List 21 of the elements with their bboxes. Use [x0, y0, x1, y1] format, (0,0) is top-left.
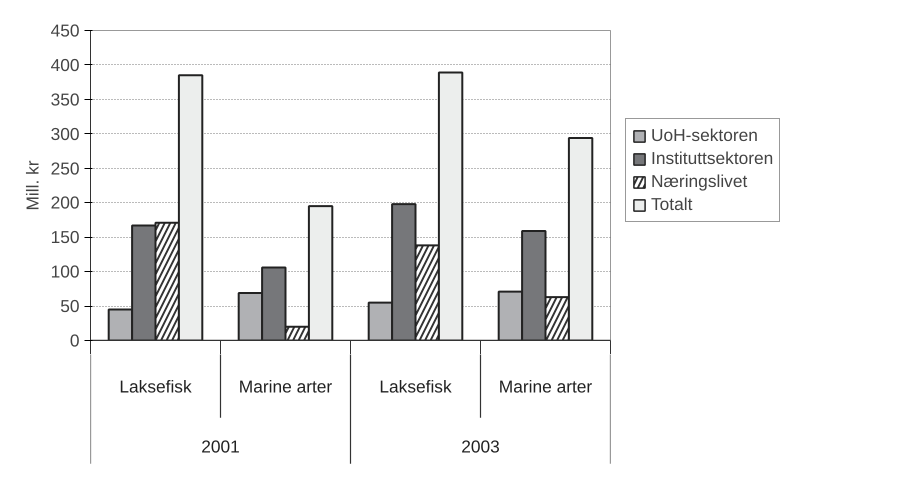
legend-label: Instituttsektoren: [651, 148, 774, 169]
y-tick-label: 50: [60, 296, 80, 316]
y-tick-label: 150: [50, 227, 80, 248]
y-tick-label: 200: [50, 192, 80, 213]
y-tick-label: 0: [70, 330, 80, 350]
x-tick-label: Marine arter: [238, 376, 332, 397]
y-axis-title: Mill. kr: [22, 160, 43, 211]
y-tick-label: 450: [50, 20, 80, 40]
legend-label: Næringslivet: [651, 171, 748, 192]
y-tick-label: 400: [50, 54, 80, 75]
legend-label: Totalt: [651, 194, 692, 215]
text: 2003: [461, 436, 500, 456]
y-tick-label: 350: [50, 89, 80, 110]
x-tick-label: Marine arter: [498, 376, 592, 397]
legend-label: UoH-sektoren: [651, 125, 758, 146]
text: 2001: [201, 436, 240, 456]
y-tick-label: 250: [50, 158, 80, 178]
x-tick-label: Laksefisk: [379, 376, 452, 397]
x-tick-label: Laksefisk: [119, 376, 192, 397]
y-tick-label: 300: [50, 124, 80, 144]
y-tick-label: 100: [50, 262, 80, 282]
